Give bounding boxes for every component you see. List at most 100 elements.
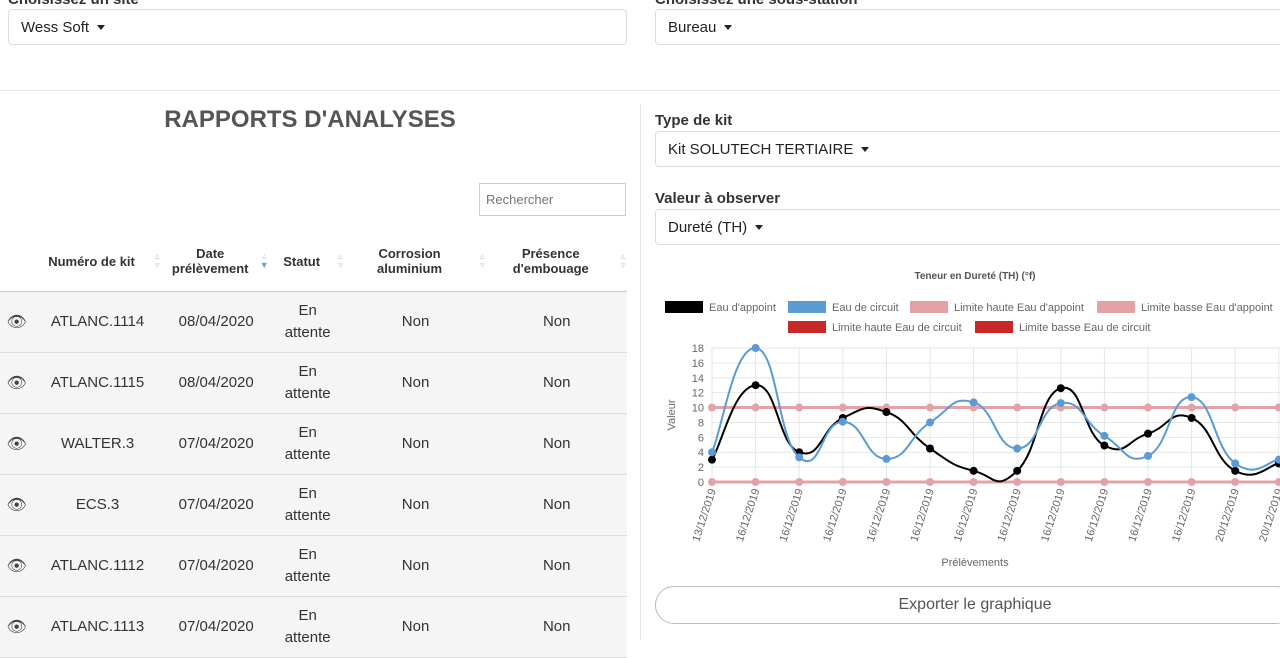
eye-icon[interactable]: 👁 xyxy=(6,496,27,514)
x-tick-label: 16/12/2019 xyxy=(1039,487,1067,543)
data-point xyxy=(882,454,891,463)
search-input[interactable] xyxy=(479,183,626,216)
caret-down-icon xyxy=(97,24,106,30)
data-point xyxy=(708,448,716,457)
data-point xyxy=(1187,403,1196,412)
x-tick-label: 16/12/2019 xyxy=(1126,487,1154,543)
column-header-label: Présence d'embouage xyxy=(512,246,589,277)
x-tick-label: 16/12/2019 xyxy=(952,487,980,543)
kit-type-select[interactable]: Kit SOLUTECH TERTIAIRE xyxy=(655,131,1280,167)
x-tick-label: 16/12/2019 xyxy=(1170,487,1198,543)
site-label: Choisissez un site xyxy=(8,0,139,8)
observe-label: Valeur à observer xyxy=(655,190,781,207)
cell-date: 08/04/2020 xyxy=(161,352,271,414)
legend-label: Limite haute Eau de circuit xyxy=(832,322,962,334)
view-cell[interactable]: 👁 xyxy=(0,413,34,475)
table-row: 👁 ATLANC.1112 07/04/2020 En attente Non Non xyxy=(0,535,627,597)
x-tick-label: 16/12/2019 xyxy=(996,487,1024,543)
cell-embouage: Non xyxy=(486,291,627,353)
sort-icon[interactable]: ▵ ▼ xyxy=(259,251,269,270)
data-point xyxy=(926,444,934,453)
eye-icon[interactable]: 👁 xyxy=(6,374,27,392)
sort-icon[interactable]: ▵ ▿ xyxy=(479,251,485,270)
view-cell[interactable]: 👁 xyxy=(0,474,34,536)
eye-icon[interactable]: 👁 xyxy=(6,435,27,453)
data-point xyxy=(838,403,847,412)
column-header[interactable]: Numéro de kit ▵ ▿ xyxy=(33,232,162,292)
observe-value: Dureté (TH) xyxy=(668,218,748,236)
data-point xyxy=(795,403,804,412)
legend-swatch xyxy=(788,301,826,313)
cell-embouage: Non xyxy=(486,596,627,658)
cell-statut: En attente xyxy=(270,474,345,536)
data-point xyxy=(1144,429,1152,438)
data-point xyxy=(751,344,760,352)
eye-icon[interactable]: 👁 xyxy=(6,313,27,331)
legend-swatch xyxy=(1097,301,1135,313)
observe-select[interactable]: Dureté (TH) xyxy=(655,209,1280,245)
data-point xyxy=(926,403,934,412)
y-tick-label: 18 xyxy=(692,343,704,355)
data-point xyxy=(1013,403,1022,412)
sort-icon[interactable]: ▵ ▿ xyxy=(620,251,625,270)
site-select[interactable]: Wess Soft xyxy=(8,9,627,45)
substation-value: Bureau xyxy=(668,18,717,36)
cell-statut: En attente xyxy=(270,413,345,475)
data-point xyxy=(1056,399,1065,408)
column-header-label: Statut xyxy=(283,253,321,269)
eye-icon[interactable]: 👁 xyxy=(6,557,27,575)
cell-corrosion: Non xyxy=(344,413,487,475)
cell-corrosion: Non xyxy=(344,291,487,353)
data-point xyxy=(1274,478,1280,486)
legend-label: Eau d'appoint xyxy=(709,302,776,314)
view-cell[interactable]: 👁 xyxy=(0,291,34,353)
view-cell[interactable]: 👁 xyxy=(0,596,34,658)
view-cell[interactable]: 👁 xyxy=(0,352,34,414)
data-point xyxy=(838,478,847,486)
column-header-label: Numéro de kit xyxy=(48,253,135,269)
sort-icon[interactable]: ▵ ▿ xyxy=(338,251,343,270)
y-tick-label: 10 xyxy=(692,403,704,415)
legend-label: Limite basse Eau d'appoint xyxy=(1141,302,1273,314)
legend-swatch xyxy=(788,321,826,333)
x-tick-label: 16/12/2019 xyxy=(908,487,936,543)
cell-corrosion: Non xyxy=(344,474,487,536)
column-header[interactable]: Corrosion aluminium ▵ ▿ xyxy=(344,232,487,292)
cell-kit: WALTER.3 xyxy=(33,413,162,475)
data-point xyxy=(969,398,978,407)
eye-icon[interactable]: 👁 xyxy=(6,618,27,636)
column-header-label: Corrosion aluminium xyxy=(377,246,443,277)
column-header[interactable]: Présence d'embouage ▵ ▿ xyxy=(486,232,627,292)
y-tick-label: 6 xyxy=(698,432,704,444)
x-tick-label: 16/12/2019 xyxy=(778,487,806,543)
export-chart-button[interactable]: Exporter le graphique xyxy=(655,586,1280,624)
data-point xyxy=(1100,431,1109,440)
legend-label: Eau de circuit xyxy=(832,302,899,314)
data-point xyxy=(882,478,891,486)
data-point xyxy=(1013,466,1022,475)
view-cell[interactable]: 👁 xyxy=(0,535,34,597)
sort-icon[interactable]: ▵ ▿ xyxy=(155,251,160,270)
cell-kit: ECS.3 xyxy=(33,474,162,536)
y-tick-label: 12 xyxy=(692,388,704,400)
data-point xyxy=(926,478,934,486)
y-tick-label: 4 xyxy=(698,447,704,459)
cell-embouage: Non xyxy=(486,352,627,414)
cell-corrosion: Non xyxy=(344,535,487,597)
column-header[interactable]: Statut ▵ ▿ xyxy=(270,232,345,292)
data-point xyxy=(1013,444,1022,453)
data-point xyxy=(1100,478,1109,486)
data-point xyxy=(1231,466,1240,475)
column-header[interactable]: Date prélèvement ▵ ▼ xyxy=(161,232,271,292)
cell-embouage: Non xyxy=(486,535,627,597)
cell-kit: ATLANC.1113 xyxy=(33,596,162,658)
site-value: Wess Soft xyxy=(21,18,90,36)
substation-select[interactable]: Bureau xyxy=(655,9,1280,45)
column-header xyxy=(0,232,34,292)
data-point xyxy=(1144,478,1152,486)
legend-label: Limite haute Eau d'appoint xyxy=(954,302,1084,314)
data-point xyxy=(1274,403,1280,412)
kit-type-value: Kit SOLUTECH TERTIAIRE xyxy=(668,140,854,158)
kit-type-label: Type de kit xyxy=(655,112,733,129)
cell-statut: En attente xyxy=(270,352,345,414)
